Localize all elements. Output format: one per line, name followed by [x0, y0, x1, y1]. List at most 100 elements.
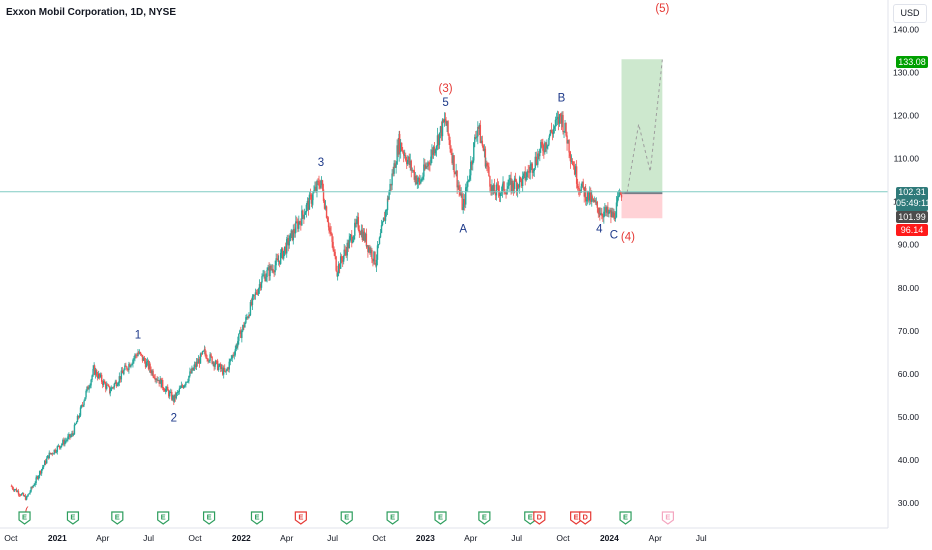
candle-body [320, 180, 323, 182]
candle-body [355, 222, 357, 224]
candle-body [75, 422, 78, 425]
candle-body [16, 491, 19, 492]
currency-selector[interactable]: USD [893, 4, 927, 23]
earnings-badge[interactable]: E [619, 511, 632, 525]
stop-price-tag: 96.14 [896, 224, 928, 236]
candle-body [73, 424, 76, 435]
earnings-badge[interactable]: E [478, 511, 491, 525]
candle-body [141, 354, 144, 361]
y-axis[interactable]: 30.0040.0050.0060.0070.0080.0090.00100.0… [887, 0, 920, 528]
candle-body [279, 252, 282, 264]
candle-body [46, 458, 48, 464]
candle-body [228, 361, 230, 370]
earnings-badge[interactable]: E [294, 511, 307, 525]
badge-letter: E [207, 513, 212, 522]
candle-body [196, 361, 199, 364]
candle-body [499, 193, 502, 197]
candle-body [173, 394, 175, 402]
candle-body [528, 171, 530, 173]
candle-body [189, 371, 191, 376]
badge-letter: E [623, 513, 628, 522]
symbol-title[interactable]: Exxon Mobil Corporation, 1D, NYSE [6, 7, 177, 18]
candle-body [252, 294, 255, 297]
candle-body [220, 367, 223, 369]
earnings-badge[interactable]: E [661, 511, 674, 525]
badge-shape [111, 511, 124, 525]
earnings-badge[interactable]: E [66, 511, 80, 525]
candle-body [385, 210, 388, 211]
candle-body [176, 392, 179, 394]
candle-body [568, 140, 570, 153]
candle-body [607, 207, 609, 214]
target-price-tag: 133.08 [896, 56, 928, 68]
candle-body [542, 144, 544, 151]
y-tick-label: 60.00 [898, 369, 920, 379]
x-axis[interactable]: Oct 2021 Apr Jul Oct 2022 Apr Jul Oct 2023 Apr Jul O… [0, 527, 888, 543]
candle-body [498, 191, 501, 197]
candle-body [409, 160, 411, 165]
candle-body [381, 221, 384, 226]
dividend-badge[interactable]: D [579, 511, 592, 525]
earnings-badge[interactable]: E [386, 511, 399, 525]
x-tick-label: 2022 [232, 533, 251, 543]
candle-body [465, 187, 467, 205]
candle-body [423, 164, 425, 177]
candle-body [395, 164, 397, 168]
candle-body [21, 493, 24, 494]
candle-body [471, 161, 473, 165]
earnings-badge[interactable]: E [111, 511, 124, 525]
candle-body [153, 376, 155, 378]
candle-body [428, 162, 430, 165]
candle-body [586, 199, 588, 202]
candle-body [539, 149, 541, 157]
candle-body [205, 353, 207, 359]
candle-body [193, 367, 195, 371]
earnings-badge[interactable]: E [434, 511, 447, 525]
candle-body [347, 242, 349, 249]
candle-body [288, 241, 290, 246]
candle-body [281, 248, 284, 259]
candle-body [363, 231, 366, 241]
candle-body [563, 131, 565, 133]
wave-label: 2 [171, 413, 177, 425]
candle-body [304, 212, 307, 215]
candle-body [435, 146, 438, 150]
candle-body [85, 390, 87, 398]
candle-body [372, 258, 374, 262]
candle-body [174, 394, 176, 399]
earnings-badge[interactable]: E [157, 511, 170, 525]
earnings-badge[interactable]: E [18, 511, 31, 525]
dividend-badge[interactable]: D [533, 511, 546, 525]
candle-body [272, 268, 274, 272]
earnings-badge[interactable]: E [202, 511, 216, 525]
x-tick-label: Apr [649, 533, 662, 543]
candle-body [81, 405, 84, 406]
candle-body [318, 181, 320, 186]
earnings-badge[interactable]: E [250, 511, 264, 525]
candle-body [210, 354, 212, 357]
candle-body [88, 387, 90, 390]
candle-body [591, 196, 593, 202]
candle-body [432, 146, 435, 155]
candle-body [340, 256, 343, 261]
candle-body [230, 358, 232, 360]
candle-body [140, 353, 143, 355]
candle-body [323, 200, 326, 209]
candle-body [233, 354, 235, 356]
candle-body [326, 217, 329, 222]
earnings-badge[interactable]: E [340, 511, 353, 525]
candle-body [161, 379, 164, 388]
take-profit-zone [621, 59, 663, 194]
candle-body [615, 202, 618, 218]
candle-body [48, 452, 50, 459]
candle-body [593, 200, 595, 202]
candle-body [214, 360, 217, 365]
stop-loss-zone [621, 193, 663, 219]
candle-body [171, 391, 173, 400]
badge-letter: E [528, 513, 533, 522]
candle-body [276, 258, 278, 260]
candle-body [90, 379, 92, 386]
candle-body [365, 233, 368, 247]
candle-body [618, 192, 621, 196]
